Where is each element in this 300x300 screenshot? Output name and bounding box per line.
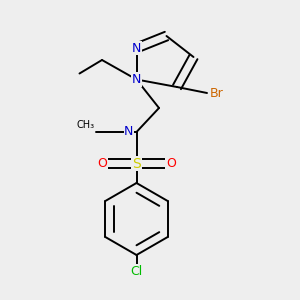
Text: N: N: [132, 73, 141, 86]
Text: CH₃: CH₃: [76, 121, 94, 130]
Text: N: N: [132, 41, 141, 55]
Text: N: N: [124, 125, 134, 139]
Text: O: O: [97, 157, 107, 170]
Text: Br: Br: [210, 86, 224, 100]
Text: O: O: [166, 157, 176, 170]
Text: S: S: [132, 157, 141, 170]
Text: Cl: Cl: [130, 265, 142, 278]
